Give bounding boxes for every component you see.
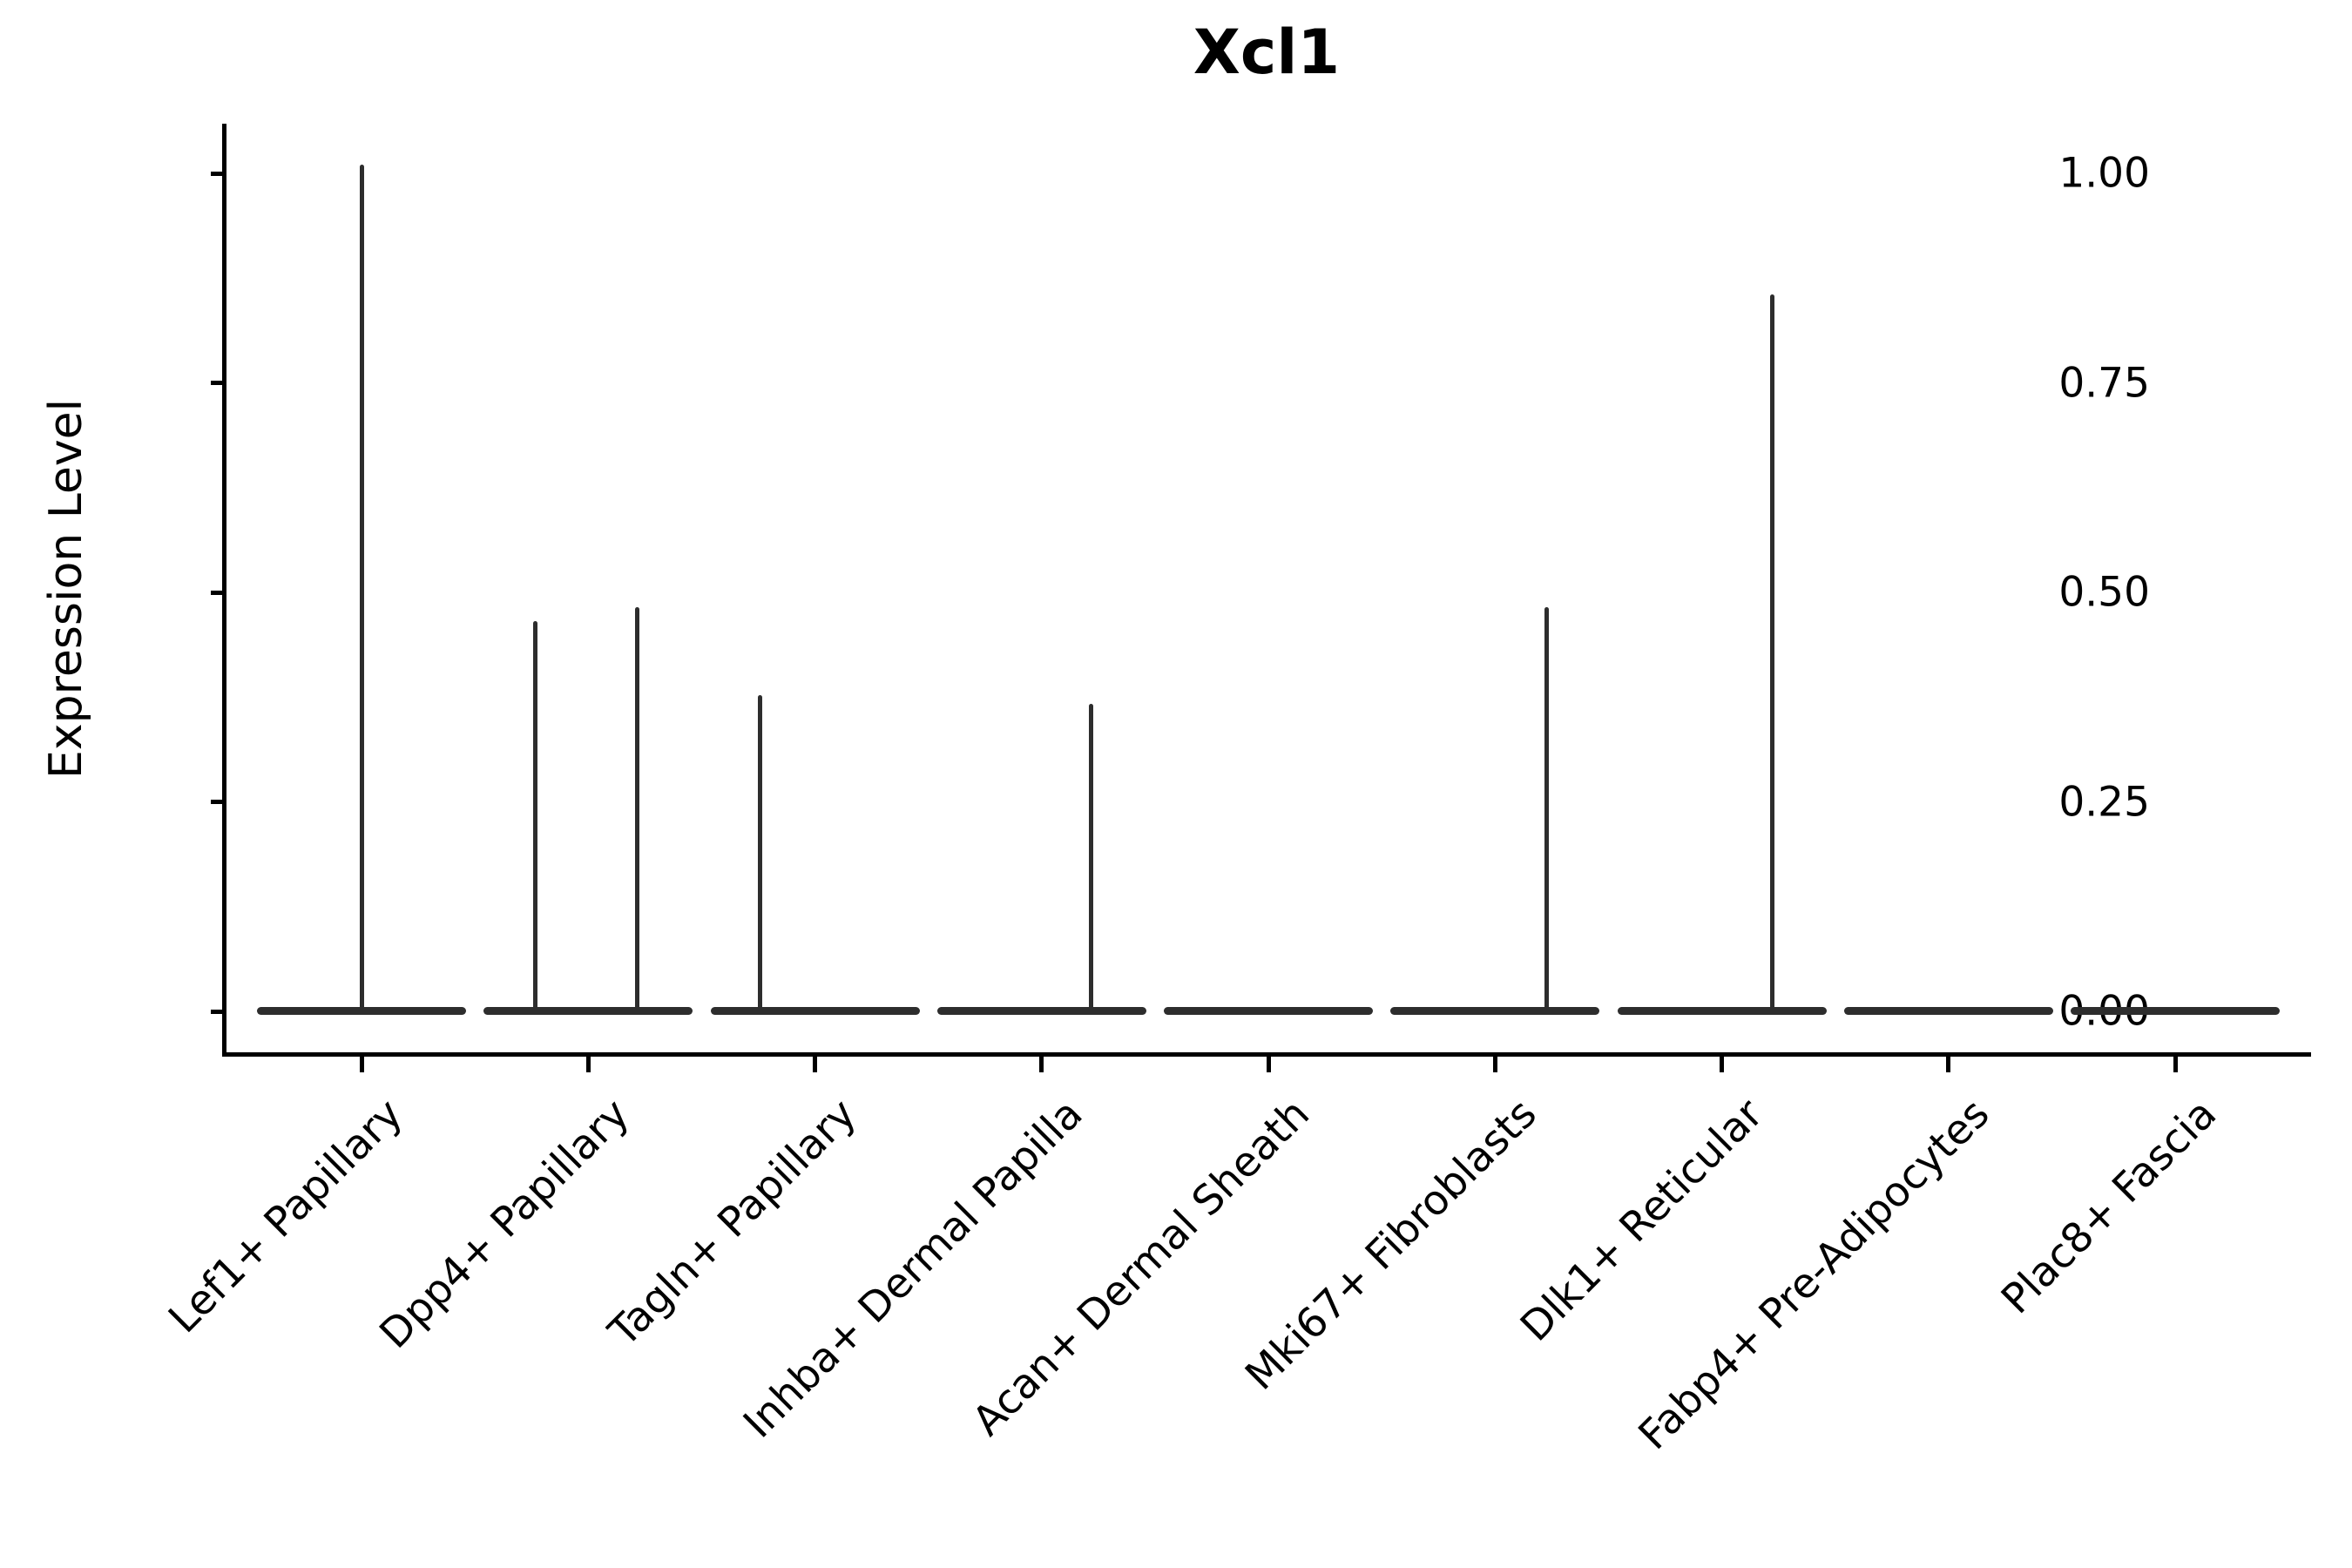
violin-spike xyxy=(1770,294,1775,1015)
x-tick-mark xyxy=(359,1057,364,1072)
violin-base xyxy=(936,1007,1146,1015)
y-tick-mark xyxy=(211,800,225,804)
y-tick-label: 1.00 xyxy=(2058,149,2150,198)
violin-base xyxy=(483,1007,693,1015)
x-tick-label: Dlk1+ Reticular xyxy=(1511,1090,1773,1351)
x-tick-label: Plac8+ Fascia xyxy=(1992,1090,2227,1324)
x-tick-label: Lef1+ Papillary xyxy=(159,1090,413,1343)
violin-base xyxy=(2071,1007,2280,1015)
y-tick-mark xyxy=(211,1009,225,1014)
x-axis-line xyxy=(222,1052,2311,1057)
violin-spike xyxy=(634,607,639,1015)
y-tick-mark xyxy=(211,590,225,595)
violin-base xyxy=(1843,1007,2053,1015)
y-tick-label: 0.25 xyxy=(2058,778,2150,826)
violin-base xyxy=(1390,1007,1600,1015)
x-tick-label: Dpp4+ Papillary xyxy=(370,1090,639,1358)
x-tick-mark xyxy=(2173,1057,2178,1072)
violin-base xyxy=(1164,1007,1373,1015)
violin-spike xyxy=(1544,607,1549,1015)
violin-base xyxy=(710,1007,920,1015)
y-tick-label: 0.75 xyxy=(2058,359,2150,407)
y-tick-mark xyxy=(211,381,225,385)
y-tick-label: 0.50 xyxy=(2058,568,2150,617)
violin-spike xyxy=(1089,703,1094,1015)
x-tick-mark xyxy=(1266,1057,1271,1072)
y-axis-title: Expression Level xyxy=(40,398,92,780)
x-tick-mark xyxy=(585,1057,591,1072)
x-tick-mark xyxy=(1946,1057,1951,1072)
x-tick-mark xyxy=(1039,1057,1044,1072)
chart-title: Xcl1 xyxy=(1193,17,1341,88)
y-tick-mark xyxy=(211,171,225,176)
violin-spike xyxy=(758,695,763,1015)
violin-spike xyxy=(532,620,537,1015)
x-tick-mark xyxy=(1720,1057,1724,1072)
x-tick-label: Tagln+ Papillary xyxy=(599,1090,866,1356)
x-tick-mark xyxy=(1492,1057,1497,1072)
violin-spike xyxy=(359,165,364,1015)
violin-base xyxy=(1617,1007,1827,1015)
x-tick-mark xyxy=(813,1057,817,1072)
